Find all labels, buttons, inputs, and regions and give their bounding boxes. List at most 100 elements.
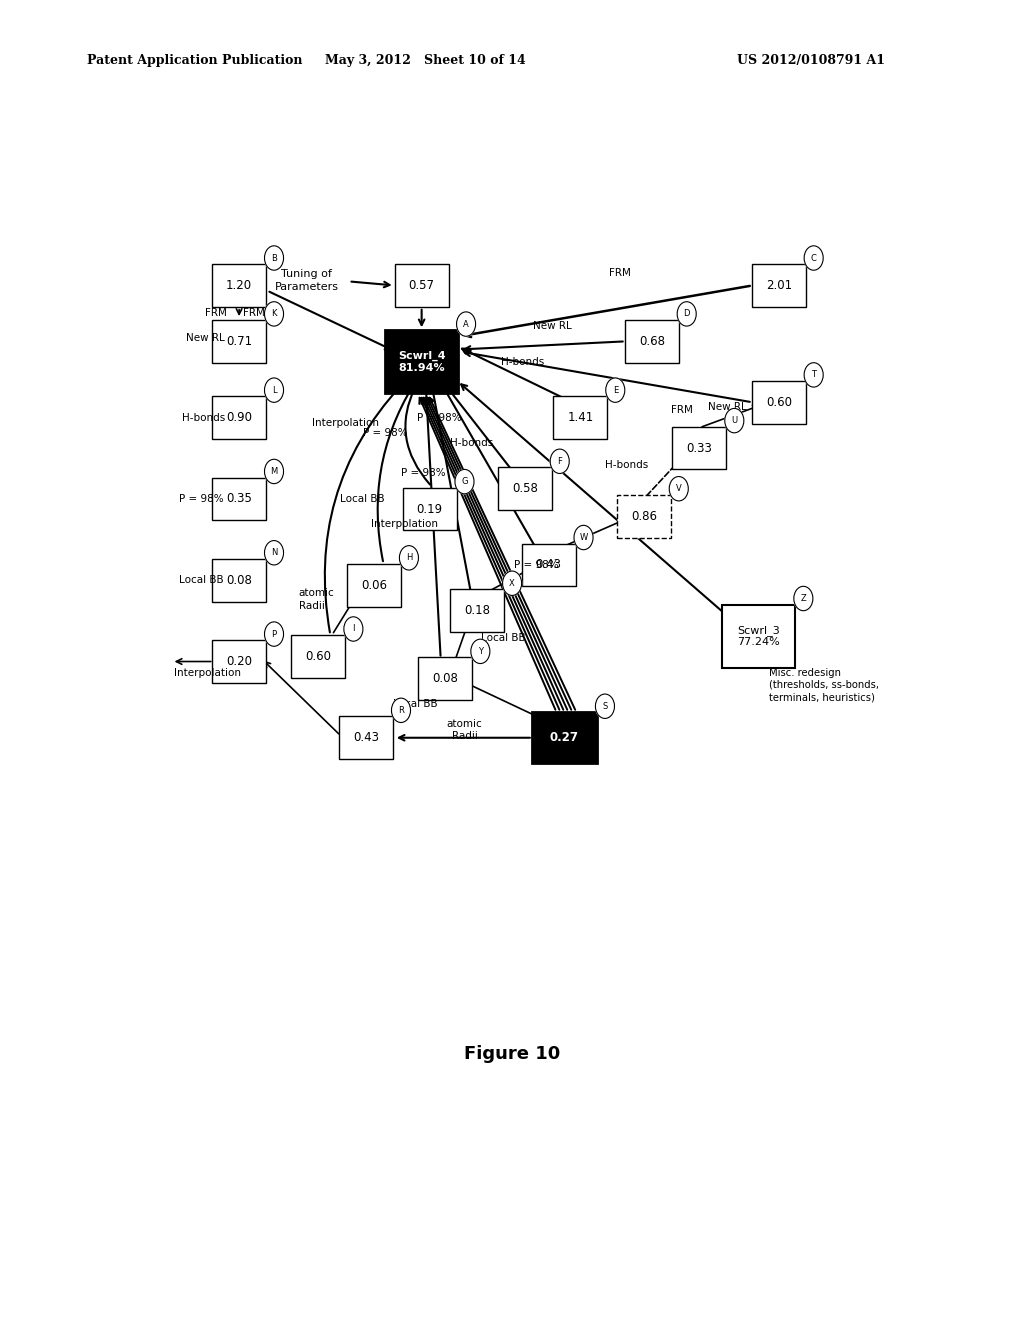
Text: K: K: [271, 309, 276, 318]
FancyBboxPatch shape: [212, 396, 266, 440]
Text: 2.01: 2.01: [766, 279, 792, 292]
Text: 0.08: 0.08: [432, 672, 459, 685]
Text: G: G: [461, 477, 468, 486]
Text: B: B: [271, 253, 276, 263]
Text: Interpolation: Interpolation: [311, 417, 379, 428]
Text: P = 98%: P = 98%: [362, 428, 408, 438]
Text: L: L: [271, 385, 276, 395]
FancyBboxPatch shape: [752, 381, 806, 424]
Circle shape: [471, 639, 489, 664]
Text: 0.43: 0.43: [353, 731, 379, 744]
Text: 0.27: 0.27: [550, 731, 579, 744]
Text: Scwrl_3
77.24%: Scwrl_3 77.24%: [737, 624, 780, 647]
Text: 0.19: 0.19: [417, 503, 442, 516]
Circle shape: [677, 302, 696, 326]
Text: New RL: New RL: [534, 321, 572, 331]
FancyBboxPatch shape: [752, 264, 806, 306]
Text: H-bonds: H-bonds: [604, 461, 648, 470]
Text: Tuning of: Tuning of: [282, 269, 332, 280]
Text: 0.60: 0.60: [766, 396, 792, 409]
Text: P = 98%: P = 98%: [178, 494, 223, 504]
FancyBboxPatch shape: [212, 478, 266, 520]
FancyBboxPatch shape: [339, 717, 393, 759]
Text: 0.60: 0.60: [305, 649, 332, 663]
Text: 0.20: 0.20: [226, 655, 252, 668]
Circle shape: [794, 586, 813, 611]
FancyBboxPatch shape: [673, 426, 726, 470]
FancyBboxPatch shape: [402, 487, 457, 531]
FancyBboxPatch shape: [394, 264, 449, 306]
Text: I: I: [352, 624, 354, 634]
Circle shape: [344, 616, 362, 642]
Text: T: T: [811, 371, 816, 379]
FancyBboxPatch shape: [292, 635, 345, 677]
Text: 0.58: 0.58: [512, 482, 538, 495]
Text: Local BB: Local BB: [178, 576, 223, 585]
Text: Interpolation: Interpolation: [174, 668, 241, 677]
Text: May 3, 2012   Sheet 10 of 14: May 3, 2012 Sheet 10 of 14: [325, 54, 525, 67]
FancyBboxPatch shape: [625, 319, 679, 363]
Text: Local BB: Local BB: [393, 700, 437, 709]
Circle shape: [804, 363, 823, 387]
Text: H-bonds: H-bonds: [501, 356, 544, 367]
FancyBboxPatch shape: [531, 713, 597, 763]
Text: Misc. redesign: Misc. redesign: [769, 668, 842, 677]
Text: U: U: [731, 416, 737, 425]
Text: H: H: [406, 553, 412, 562]
Text: D: D: [683, 309, 690, 318]
Text: atomic: atomic: [446, 718, 482, 729]
Text: 0.71: 0.71: [226, 335, 252, 348]
FancyBboxPatch shape: [419, 657, 472, 700]
Text: C: C: [811, 253, 816, 263]
Text: 0.08: 0.08: [226, 574, 252, 586]
FancyBboxPatch shape: [553, 396, 607, 440]
Text: FRM: FRM: [671, 405, 693, 416]
Text: 0.57: 0.57: [409, 279, 434, 292]
FancyBboxPatch shape: [212, 640, 266, 682]
Text: F: F: [557, 457, 562, 466]
Circle shape: [457, 312, 475, 337]
Text: New RL: New RL: [708, 403, 746, 412]
Circle shape: [264, 459, 284, 483]
FancyBboxPatch shape: [498, 467, 552, 510]
Circle shape: [264, 622, 284, 647]
Circle shape: [264, 378, 284, 403]
Text: Patent Application Publication: Patent Application Publication: [87, 54, 302, 67]
Text: (thresholds, ss-bonds,: (thresholds, ss-bonds,: [769, 680, 880, 690]
Text: Radii: Radii: [299, 601, 325, 611]
Circle shape: [804, 246, 823, 271]
Text: Local BB: Local BB: [340, 494, 385, 504]
Text: Local BB: Local BB: [481, 634, 525, 643]
Text: S: S: [602, 702, 607, 710]
Circle shape: [503, 572, 521, 595]
Text: FRM: FRM: [609, 268, 631, 279]
Text: atomic: atomic: [299, 589, 335, 598]
Text: 0.33: 0.33: [686, 442, 713, 454]
Circle shape: [264, 246, 284, 271]
Circle shape: [725, 408, 743, 433]
Circle shape: [574, 525, 593, 549]
Text: 1.20: 1.20: [226, 279, 252, 292]
Text: 0.35: 0.35: [226, 492, 252, 506]
Text: 0.43: 0.43: [536, 558, 561, 572]
Text: Figure 10: Figure 10: [464, 1044, 560, 1063]
Text: N: N: [270, 548, 278, 557]
Text: A: A: [463, 319, 469, 329]
Text: New RL: New RL: [186, 334, 225, 343]
Text: Scwrl_4
81.94%: Scwrl_4 81.94%: [397, 351, 445, 372]
FancyBboxPatch shape: [521, 544, 575, 586]
Text: E: E: [612, 385, 617, 395]
Text: W: W: [580, 533, 588, 543]
Text: 0.86: 0.86: [631, 510, 656, 523]
Circle shape: [391, 698, 411, 722]
Text: US 2012/0108791 A1: US 2012/0108791 A1: [737, 54, 886, 67]
Text: H-bonds: H-bonds: [181, 413, 225, 422]
Text: 0.18: 0.18: [464, 605, 490, 618]
Text: 0.06: 0.06: [361, 578, 387, 591]
Circle shape: [595, 694, 614, 718]
Circle shape: [670, 477, 688, 500]
Circle shape: [550, 449, 569, 474]
FancyBboxPatch shape: [212, 558, 266, 602]
FancyBboxPatch shape: [451, 589, 504, 632]
Text: 0.90: 0.90: [226, 411, 252, 424]
